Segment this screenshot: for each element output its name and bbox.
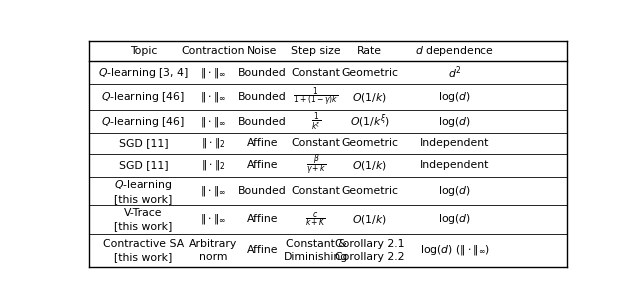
- Text: Affine: Affine: [247, 160, 278, 170]
- Text: SGD [11]: SGD [11]: [118, 160, 168, 170]
- Text: $O(1/k)$: $O(1/k)$: [352, 91, 387, 104]
- Text: $\log(d)$: $\log(d)$: [438, 115, 472, 128]
- Text: $\frac{c}{k+K}$: $\frac{c}{k+K}$: [305, 210, 327, 229]
- Text: Bounded: Bounded: [238, 68, 287, 78]
- Text: $d$ dependence: $d$ dependence: [415, 44, 495, 58]
- Text: Independent: Independent: [420, 138, 490, 148]
- Text: $O(1/k)$: $O(1/k)$: [352, 213, 387, 226]
- Text: $\log(d)$ ($\|\cdot\|_\infty$): $\log(d)$ ($\|\cdot\|_\infty$): [420, 243, 490, 257]
- Text: Geometric: Geometric: [341, 186, 398, 196]
- Text: $Q$-learning [3, 4]: $Q$-learning [3, 4]: [98, 66, 189, 80]
- Text: Affine: Affine: [247, 138, 278, 148]
- Text: $\frac{\beta}{\gamma+k}$: $\frac{\beta}{\gamma+k}$: [306, 152, 326, 178]
- Text: Affine: Affine: [247, 246, 278, 256]
- Text: $Q$-learning [46]: $Q$-learning [46]: [102, 90, 186, 104]
- Text: $\log(d)$: $\log(d)$: [438, 90, 472, 104]
- Text: Bounded: Bounded: [238, 92, 287, 102]
- Text: $\|\cdot\|_2$: $\|\cdot\|_2$: [200, 158, 225, 172]
- Text: Contraction: Contraction: [181, 46, 244, 56]
- Text: V-Trace
[this work]: V-Trace [this work]: [115, 208, 173, 231]
- Text: Bounded: Bounded: [238, 117, 287, 127]
- Text: Rate: Rate: [357, 46, 382, 56]
- Text: Contractive SA
[this work]: Contractive SA [this work]: [103, 239, 184, 262]
- Text: $\log(d)$: $\log(d)$: [438, 184, 472, 198]
- Text: Topic: Topic: [130, 46, 157, 56]
- Text: $\|\cdot\|_\infty$: $\|\cdot\|_\infty$: [200, 213, 226, 227]
- Text: $\|\cdot\|_\infty$: $\|\cdot\|_\infty$: [200, 184, 226, 198]
- Text: $O(1/k^{\xi})$: $O(1/k^{\xi})$: [349, 113, 390, 130]
- Text: $\|\cdot\|_\infty$: $\|\cdot\|_\infty$: [200, 90, 226, 104]
- Text: $Q$-learning
[this work]: $Q$-learning [this work]: [115, 178, 173, 204]
- Text: $O(1/k)$: $O(1/k)$: [352, 159, 387, 172]
- Text: Geometric: Geometric: [341, 138, 398, 148]
- Text: Bounded: Bounded: [238, 186, 287, 196]
- Text: Independent: Independent: [420, 160, 490, 170]
- Text: Affine: Affine: [247, 214, 278, 224]
- Text: Noise: Noise: [247, 46, 278, 56]
- Text: $\frac{1}{1+(1-\gamma)k}$: $\frac{1}{1+(1-\gamma)k}$: [293, 85, 339, 109]
- Text: $Q$-learning [46]: $Q$-learning [46]: [102, 115, 186, 128]
- Text: Corollary 2.1
Corollary 2.2: Corollary 2.1 Corollary 2.2: [335, 239, 404, 262]
- Text: $\log(d)$: $\log(d)$: [438, 213, 472, 227]
- Text: Constant &
Diminishing: Constant & Diminishing: [284, 239, 348, 262]
- Text: $\|\cdot\|_2$: $\|\cdot\|_2$: [200, 136, 225, 150]
- Text: $\|\cdot\|_\infty$: $\|\cdot\|_\infty$: [200, 115, 226, 128]
- Text: SGD [11]: SGD [11]: [118, 138, 168, 148]
- Text: Constant: Constant: [292, 138, 340, 148]
- Text: Step size: Step size: [291, 46, 341, 56]
- Text: $\frac{1}{k^{\xi}}$: $\frac{1}{k^{\xi}}$: [311, 110, 321, 133]
- Text: Arbitrary
norm: Arbitrary norm: [189, 239, 237, 262]
- Text: Constant: Constant: [292, 186, 340, 196]
- Text: Constant: Constant: [292, 68, 340, 78]
- Text: $d^2$: $d^2$: [448, 65, 462, 81]
- Text: Geometric: Geometric: [341, 68, 398, 78]
- Text: $\|\cdot\|_\infty$: $\|\cdot\|_\infty$: [200, 66, 226, 80]
